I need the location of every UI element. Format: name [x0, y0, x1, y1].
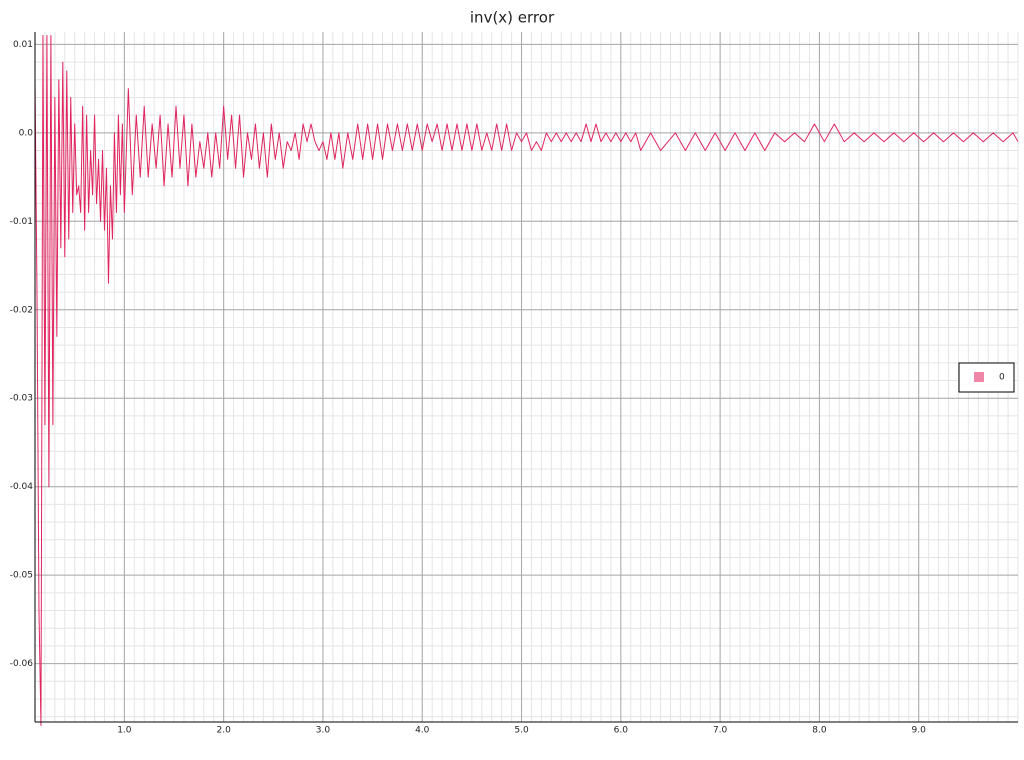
y-tick-label: -0.06: [10, 659, 34, 669]
chart-title: inv(x) error: [470, 9, 555, 27]
major-grid: [35, 32, 1018, 722]
legend-swatch: [974, 372, 984, 382]
legend: 0: [958, 362, 1015, 393]
legend-label: 0: [999, 373, 1005, 383]
x-tick-label: 9.0: [912, 726, 927, 736]
x-tick-label: 1.0: [117, 726, 132, 736]
y-tick-label: -0.02: [10, 305, 33, 315]
y-tick-label: -0.04: [10, 482, 34, 492]
x-tick-label: 8.0: [812, 726, 827, 736]
x-tick-label: 4.0: [415, 726, 430, 736]
y-tick-label: -0.03: [10, 394, 33, 404]
x-tick-label: 3.0: [316, 726, 331, 736]
y-tick-label: 0.01: [13, 40, 33, 50]
series-line: [34, 35, 1019, 727]
y-tick-label: -0.05: [10, 571, 33, 581]
x-tick-label: 6.0: [614, 726, 629, 736]
plot-area: [34, 35, 1019, 727]
x-tick-label: 7.0: [713, 726, 728, 736]
y-tick-label: -0.01: [10, 217, 33, 227]
legend-box: [958, 362, 1015, 393]
y-tick-label: 0.0: [19, 128, 34, 138]
x-tick-label: 5.0: [514, 726, 529, 736]
x-tick-label: 2.0: [216, 726, 231, 736]
